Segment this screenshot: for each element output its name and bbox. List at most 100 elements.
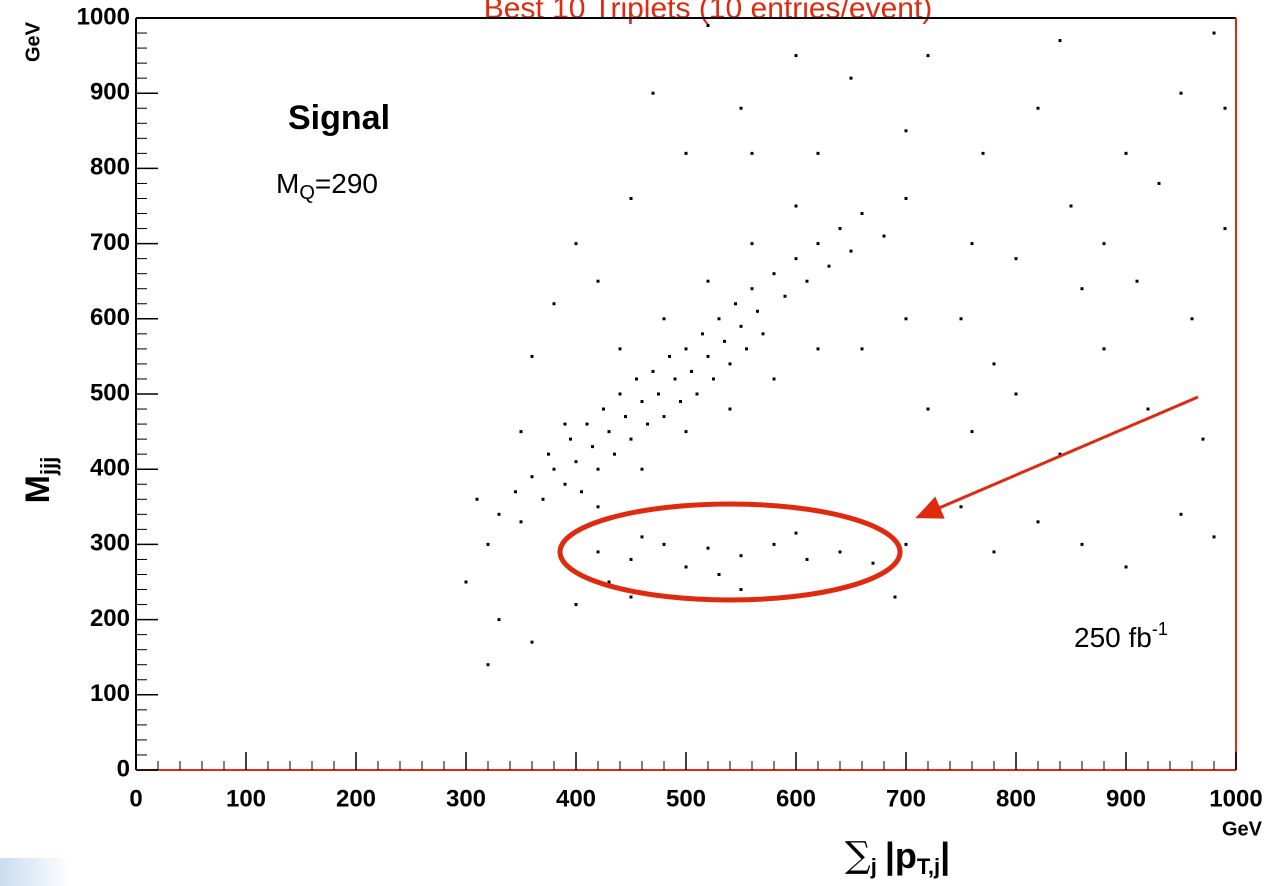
point	[701, 332, 704, 336]
point	[1190, 317, 1194, 321]
x-axis-label-psub: T,j	[917, 854, 940, 879]
point	[563, 422, 567, 426]
y-tick-label: 400	[90, 455, 130, 482]
point	[794, 204, 798, 208]
y-tick-label: 200	[90, 605, 130, 632]
point	[574, 242, 578, 246]
point	[1058, 452, 1062, 456]
point	[1179, 512, 1183, 516]
point	[679, 400, 682, 404]
point	[547, 452, 550, 456]
point	[926, 407, 930, 411]
point	[541, 497, 545, 501]
point	[860, 212, 864, 216]
y-tick-label: 700	[90, 229, 130, 256]
point	[1036, 520, 1040, 524]
point	[772, 272, 776, 276]
point	[772, 377, 776, 381]
point	[794, 257, 798, 261]
y-tick-label: 0	[117, 755, 130, 782]
point	[629, 437, 633, 441]
point	[514, 490, 517, 494]
point	[497, 512, 501, 516]
point	[596, 467, 600, 471]
y-axis-unit: GeV	[22, 21, 44, 62]
point	[668, 354, 671, 358]
point	[728, 362, 732, 366]
point	[959, 505, 963, 509]
point	[662, 317, 666, 321]
x-axis-label-sum: ∑	[845, 835, 871, 876]
point	[569, 437, 572, 441]
point	[618, 392, 622, 396]
point	[904, 196, 908, 200]
point	[739, 554, 743, 558]
y-tick-label: 600	[90, 304, 130, 331]
point	[1212, 535, 1216, 539]
point	[1102, 242, 1106, 246]
point	[618, 347, 622, 351]
point	[750, 242, 754, 246]
point	[530, 354, 534, 358]
point	[1157, 181, 1161, 185]
point	[684, 430, 688, 434]
point	[629, 595, 633, 599]
point	[926, 54, 930, 58]
point	[552, 467, 556, 471]
point	[464, 580, 468, 584]
x-axis-label-close: |	[940, 835, 950, 877]
point	[486, 663, 490, 667]
x-axis-label-p: |p	[885, 835, 917, 877]
point	[1223, 106, 1227, 110]
x-axis-unit: GeV	[1222, 818, 1263, 840]
point	[816, 242, 820, 246]
point	[629, 557, 633, 561]
lumi-label-sup: -1	[1152, 619, 1168, 639]
point	[635, 377, 638, 381]
point	[651, 91, 655, 95]
point	[662, 542, 666, 546]
point	[591, 445, 594, 449]
point	[519, 520, 523, 524]
point	[756, 309, 759, 313]
point	[662, 415, 666, 419]
point	[728, 407, 732, 411]
point	[530, 640, 534, 644]
point	[519, 430, 523, 434]
point	[585, 422, 589, 426]
x-tick-label: 400	[556, 785, 596, 812]
point	[596, 279, 600, 283]
point	[970, 430, 974, 434]
mass-label-main: M	[276, 168, 299, 199]
point	[1201, 437, 1205, 441]
y-axis-label-sub: jjj	[36, 457, 61, 476]
point	[563, 482, 567, 486]
mass-label-sub: Q	[299, 182, 315, 204]
point	[745, 347, 748, 351]
point	[1102, 347, 1106, 351]
y-tick-label: 1000	[77, 3, 130, 30]
point	[706, 354, 710, 358]
point	[717, 317, 721, 321]
lumi-label-main: 250 fb	[1074, 622, 1152, 653]
point	[574, 603, 578, 607]
point	[596, 550, 600, 554]
point	[1223, 227, 1227, 231]
y-tick-label: 800	[90, 154, 130, 181]
point	[657, 392, 660, 396]
x-tick-label: 300	[446, 785, 486, 812]
point	[750, 287, 754, 291]
highlight-arrow	[915, 395, 1199, 519]
point	[871, 561, 875, 565]
point	[607, 580, 611, 584]
point	[959, 317, 963, 321]
point	[475, 497, 479, 501]
corner-decoration	[0, 858, 72, 886]
x-tick-label: 100	[226, 785, 266, 812]
point	[739, 324, 743, 328]
point	[1080, 287, 1084, 291]
point	[624, 415, 627, 419]
point	[684, 347, 688, 351]
point	[574, 460, 578, 464]
point	[838, 227, 842, 231]
